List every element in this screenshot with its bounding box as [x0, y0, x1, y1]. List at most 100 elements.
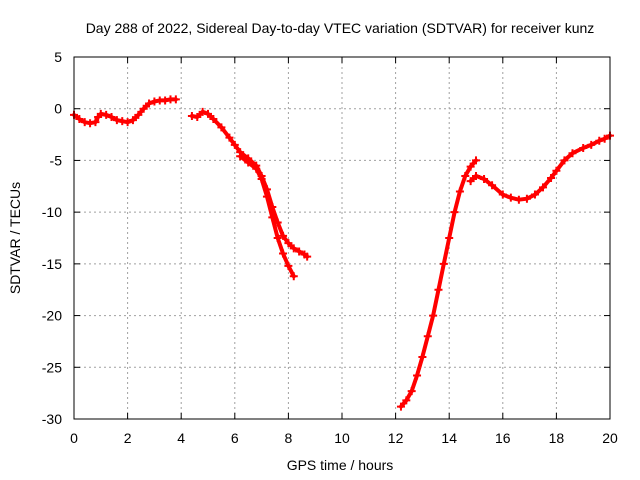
data-point	[539, 183, 547, 192]
chart-title: Day 288 of 2022, Sidereal Day-to-day VTE…	[86, 20, 595, 36]
data-point	[80, 118, 89, 127]
data-point	[434, 285, 443, 294]
data-point	[506, 193, 515, 202]
y-tick-label: -25	[42, 359, 62, 375]
data-point	[461, 171, 470, 180]
data-point	[230, 140, 239, 149]
data-point	[289, 272, 298, 281]
data-point	[530, 190, 539, 199]
data-point	[289, 244, 298, 253]
data-point	[284, 261, 293, 270]
x-axis-label: GPS time / hours	[287, 457, 394, 473]
series-line	[238, 154, 296, 279]
y-tick-label: -10	[42, 204, 62, 220]
x-tick-label: 12	[388, 430, 404, 446]
data-point	[498, 190, 507, 199]
data-point	[600, 134, 609, 143]
ticks	[73, 56, 611, 420]
series-segment-5	[466, 131, 614, 204]
data-point	[128, 116, 137, 125]
data-point	[102, 110, 111, 119]
data-point	[407, 387, 416, 396]
data-point	[466, 162, 475, 171]
data-point	[107, 112, 116, 121]
data-point	[150, 97, 159, 106]
data-point	[209, 115, 218, 124]
data-point	[112, 116, 121, 125]
data-point	[193, 112, 202, 121]
data-point	[273, 234, 282, 242]
data-point	[413, 371, 422, 380]
x-tick-label: 4	[177, 430, 185, 446]
x-tick-label: 20	[602, 430, 618, 446]
series-layer	[70, 95, 614, 411]
data-point	[439, 259, 448, 268]
data-point	[522, 194, 531, 203]
y-tick-label: -15	[42, 256, 62, 272]
data-point	[402, 396, 411, 405]
data-point	[579, 144, 588, 153]
data-point	[134, 110, 143, 119]
y-tick-label: 0	[54, 101, 62, 117]
data-point	[480, 175, 489, 184]
series-segment-3	[236, 152, 298, 281]
data-point	[161, 96, 170, 105]
x-tick-label: 16	[495, 430, 511, 446]
y-tick-label: -30	[42, 411, 62, 427]
series-line	[189, 109, 310, 259]
x-tick-label: 6	[231, 430, 239, 446]
data-point	[568, 149, 577, 158]
data-point	[268, 213, 277, 222]
data-point	[514, 195, 523, 204]
y-tick-label: -20	[42, 308, 62, 324]
data-point	[257, 175, 266, 184]
y-axis-label: SDTVAR / TECUs	[7, 182, 23, 294]
data-point	[445, 234, 454, 242]
data-point	[145, 99, 154, 108]
y-tick-label: -5	[50, 152, 63, 168]
data-point	[262, 192, 271, 201]
data-point	[560, 156, 569, 165]
data-point	[547, 174, 556, 183]
x-tick-label: 18	[549, 430, 565, 446]
data-point	[217, 123, 226, 132]
data-point	[225, 133, 234, 142]
x-tick-label: 2	[124, 430, 132, 446]
data-point	[187, 111, 196, 120]
x-tick-label: 0	[70, 430, 78, 446]
data-point	[429, 311, 438, 320]
data-point	[466, 177, 475, 186]
series-line	[399, 158, 478, 409]
data-point	[595, 136, 604, 145]
data-point	[472, 156, 480, 165]
data-point	[96, 109, 105, 118]
data-point	[396, 402, 405, 411]
data-point	[139, 104, 148, 113]
data-point	[552, 166, 561, 175]
x-tick-label: 10	[334, 430, 350, 446]
data-point	[295, 247, 304, 256]
data-point	[91, 118, 100, 127]
data-point	[75, 115, 84, 124]
grid	[74, 57, 610, 419]
data-point	[472, 171, 480, 180]
data-point	[587, 140, 596, 149]
x-tick-label: 8	[285, 430, 293, 446]
series-segment-2	[187, 107, 312, 261]
data-point	[123, 118, 132, 127]
data-point	[252, 164, 261, 173]
data-point	[418, 352, 427, 361]
data-point	[86, 119, 95, 128]
series-segment-4	[396, 156, 480, 411]
x-tick-labels: 0 2 4 6 8 10 12 14 16 18 20	[70, 430, 618, 446]
data-point	[244, 158, 253, 167]
data-point	[423, 332, 432, 341]
y-tick-labels: 5 0 -5 -10 -15 -20 -25 -30	[42, 49, 62, 427]
data-point	[204, 109, 212, 118]
data-point	[455, 187, 464, 196]
data-point	[488, 181, 497, 190]
x-tick-label: 14	[441, 430, 457, 446]
data-point	[279, 249, 288, 258]
data-point	[450, 208, 459, 217]
